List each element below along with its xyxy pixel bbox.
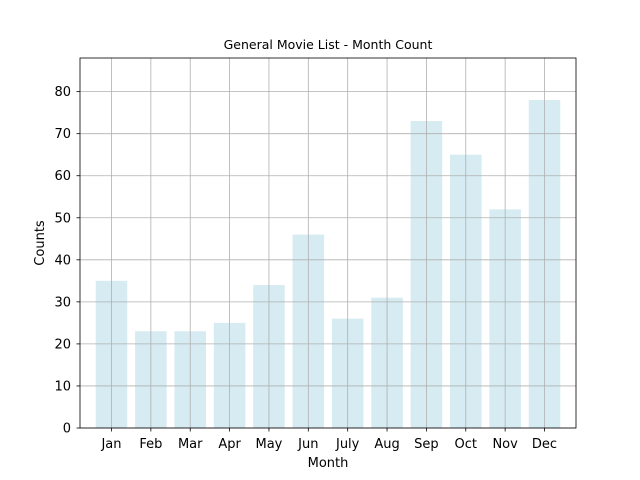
x-tick-label: Jun [297, 437, 318, 452]
chart-title: General Movie List - Month Count [224, 37, 433, 52]
y-tick-label: 20 [54, 337, 71, 352]
y-tick-label: 30 [54, 295, 71, 310]
plot-frame [79, 57, 577, 429]
x-tick-label: Apr [218, 437, 241, 452]
y-tick-label: 40 [54, 253, 71, 268]
y-axis-label: Counts [33, 220, 48, 266]
x-tick-label: May [256, 437, 283, 452]
y-axis-ticks: 0 10 20 30 40 50 60 70 80 [54, 85, 80, 437]
x-tick-label: Nov [492, 437, 518, 452]
x-tick-label: Aug [374, 437, 399, 452]
x-tick-label: Feb [139, 437, 162, 452]
x-tick-label: July [335, 437, 360, 452]
x-tick-label: Dec [532, 437, 557, 452]
x-axis-ticks: Jan Feb Mar Apr May Jun July Aug Sep Oct Nov Dec [100, 428, 557, 452]
x-tick-label: Oct [455, 437, 477, 452]
y-tick-label: 70 [54, 127, 71, 142]
x-tick-label: Mar [178, 437, 203, 452]
grid-layer [80, 58, 576, 429]
y-tick-label: 80 [54, 85, 71, 100]
y-tick-label: 50 [54, 211, 71, 226]
y-tick-label: 0 [63, 422, 71, 437]
x-tick-label: Sep [414, 437, 439, 452]
y-tick-label: 60 [54, 169, 71, 184]
y-tick-label: 10 [54, 379, 71, 394]
bars-layer [95, 100, 561, 429]
x-axis-label: Month [308, 456, 349, 471]
x-tick-label: Jan [100, 437, 121, 452]
